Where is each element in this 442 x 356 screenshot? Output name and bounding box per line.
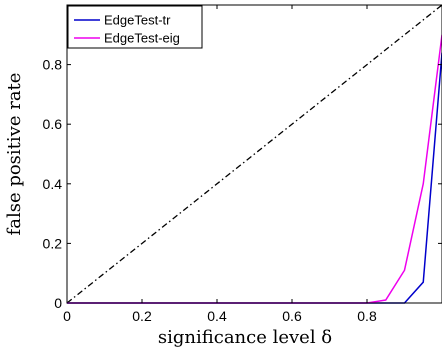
x-tick-label: 0.4 [207, 308, 227, 324]
y-axis-label: false positive rate [4, 73, 25, 236]
x-tick-label: 0.6 [282, 308, 302, 324]
y-tick-label: 0.4 [43, 176, 63, 192]
plot-frame [66, 4, 442, 304]
y-tick-label: 0 [54, 295, 62, 311]
x-axis-label: significance level δ [158, 327, 332, 348]
reference-line [66, 4, 442, 304]
legend-box [67, 5, 203, 49]
reference-line-path [66, 4, 442, 304]
y-tick-label: 0.6 [43, 116, 63, 132]
legend-entry-label: EdgeTest-eig [104, 31, 180, 46]
x-tick-label: 0 [63, 308, 71, 324]
legend: EdgeTest-tr EdgeTest-eig [67, 5, 203, 49]
x-tick-label: 0.8 [357, 308, 377, 324]
x-axis-ticks: 0 0.2 0.4 0.6 0.8 [63, 5, 377, 324]
x-tick-label: 0.2 [132, 308, 152, 324]
y-axis-ticks: 0 0.2 0.4 0.6 0.8 [43, 57, 442, 311]
y-tick-label: 0.2 [43, 235, 63, 251]
y-tick-label: 0.8 [43, 57, 63, 73]
legend-entry-label: EdgeTest-tr [104, 13, 171, 28]
